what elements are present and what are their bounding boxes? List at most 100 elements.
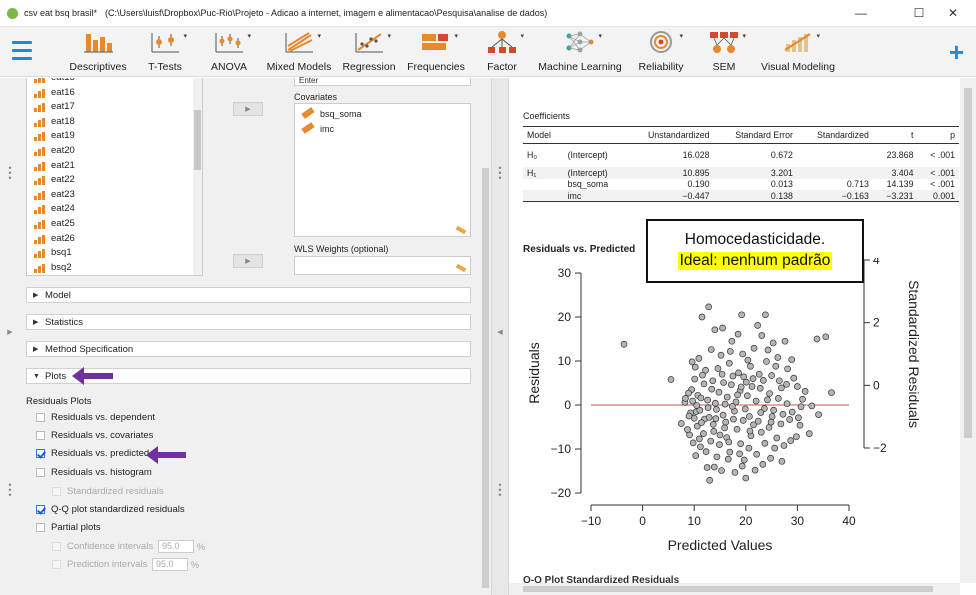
grip-handle-icon[interactable]: • • •	[8, 480, 12, 500]
prediction-intervals-checkbox[interactable]: Prediction intervals	[52, 559, 147, 570]
data-point	[711, 326, 719, 334]
data-point	[736, 450, 743, 458]
confidence-level-input[interactable]: 95.0	[158, 540, 194, 553]
checkbox-box[interactable]	[36, 468, 45, 477]
assign-covariates-button[interactable]: ▶	[233, 102, 263, 116]
variable-item[interactable]: eat20	[27, 144, 202, 159]
checkbox-box[interactable]	[36, 413, 45, 422]
variable-item[interactable]: eat17	[27, 100, 202, 115]
ribbon-label: Regression	[342, 61, 396, 73]
checkbox-checked[interactable]	[36, 505, 45, 514]
checkbox-label: Residuals vs. covariates	[51, 430, 154, 441]
close-button[interactable]: ✕	[947, 6, 959, 20]
y-tick-label: −20	[551, 486, 572, 500]
residuals-vs-predicted-checkbox[interactable]: Residuals vs. predicted	[36, 448, 149, 459]
residuals-vs-covariates-checkbox[interactable]: Residuals vs. covariates	[36, 430, 153, 441]
variable-item[interactable]: eat21	[27, 159, 202, 174]
checkbox-box[interactable]	[52, 560, 61, 569]
data-point	[716, 431, 724, 439]
ribbon-descriptives[interactable]: Descriptives	[68, 30, 128, 74]
cell-standard-error: 0.013	[770, 179, 793, 190]
minimize-button[interactable]: —	[855, 6, 867, 20]
standardized-residuals-checkbox[interactable]: Standardized residuals	[52, 486, 164, 497]
variables-scrollbar[interactable]	[193, 78, 202, 275]
ribbon-reliability[interactable]: ▾ Reliability	[634, 30, 688, 74]
variable-item[interactable]: eat19	[27, 129, 202, 144]
section-statistics[interactable]: ▶ Statistics	[26, 314, 471, 330]
data-point	[764, 396, 771, 404]
ribbon-t-tests[interactable]: ▾ T-Tests	[140, 30, 190, 74]
checkbox-box[interactable]	[52, 542, 61, 551]
data-point	[801, 388, 809, 395]
data-point	[755, 370, 763, 378]
variable-item[interactable]: eat25	[27, 217, 202, 232]
ribbon-visual-modeling[interactable]: ▾ Visual Modeling	[760, 30, 836, 74]
options-scrollbar[interactable]	[480, 78, 491, 595]
add-module-plus-icon[interactable]: +	[948, 37, 964, 67]
frequencies-icon: ▾	[420, 30, 458, 54]
expand-icon: ▶	[33, 319, 39, 326]
ribbon-machine-learning[interactable]: ▾ Machine Learning	[538, 30, 622, 74]
grip-handle-icon[interactable]: • • •	[498, 480, 502, 500]
data-point	[794, 383, 801, 390]
prediction-level-input[interactable]: 95.0	[152, 558, 188, 571]
variable-item[interactable]: eat23	[27, 188, 202, 203]
dropdown-icon: ▾	[454, 33, 458, 40]
covariate-item[interactable]: bsq_soma	[301, 107, 362, 119]
data-point	[667, 376, 675, 383]
collapse-right-icon[interactable]: ◀	[497, 329, 503, 336]
maximize-button[interactable]: ☐	[913, 6, 925, 20]
grip-handle-icon[interactable]: • • •	[8, 163, 12, 183]
variable-item[interactable]: bsq2	[27, 261, 202, 275]
covariates-box[interactable]: bsq_soma imc	[294, 103, 471, 237]
ribbon-anova[interactable]: ▾ ANOVA	[206, 30, 252, 74]
variable-item[interactable]: eat18	[27, 115, 202, 130]
data-point	[774, 395, 782, 402]
partial-plots-checkbox[interactable]: Partial plots	[36, 522, 101, 533]
checkbox-box[interactable]	[36, 431, 45, 440]
data-point	[699, 371, 706, 379]
section-plots[interactable]: ▼ Plots	[26, 368, 471, 384]
wls-weights-box[interactable]	[294, 256, 471, 275]
covariate-item[interactable]: imc	[301, 122, 334, 134]
assign-wls-button[interactable]: ▶	[233, 254, 263, 268]
qq-plot-checkbox[interactable]: Q-Q plot standardized residuals	[36, 504, 185, 515]
ribbon-sem[interactable]: ▾ SEM	[704, 30, 746, 74]
results-horizontal-scrollbar[interactable]	[509, 583, 960, 595]
variable-item[interactable]: eat24	[27, 202, 202, 217]
dropdown-icon: ▾	[679, 33, 683, 40]
variable-item[interactable]: bsq1	[27, 246, 202, 261]
nominal-variable-icon	[34, 161, 45, 171]
variables-list[interactable]: eat15 eat16 eat17 eat18 eat19 eat20 eat21 eat22…	[26, 78, 203, 276]
method-enter-select[interactable]: Enter	[294, 77, 471, 86]
data-point	[773, 434, 781, 442]
variable-item[interactable]: eat22	[27, 173, 202, 188]
variable-item[interactable]: eat15	[27, 78, 202, 86]
data-point	[768, 372, 775, 379]
data-point	[756, 384, 764, 392]
panel-divider[interactable]	[491, 78, 509, 595]
section-model[interactable]: ▶ Model	[26, 287, 471, 303]
residuals-vs-histogram-checkbox[interactable]: Residuals vs. histogram	[36, 467, 152, 478]
grip-handle-icon[interactable]: • • •	[498, 163, 502, 183]
ribbon-mixed-models[interactable]: ▾ Mixed Models	[266, 30, 332, 74]
data-point	[734, 391, 741, 399]
dropdown-icon: ▾	[598, 33, 602, 40]
checkbox-checked[interactable]	[36, 449, 45, 458]
section-method-specification[interactable]: ▶ Method Specification	[26, 341, 471, 357]
variable-label: eat16	[51, 86, 75, 98]
menu-hamburger-icon[interactable]	[12, 41, 32, 61]
variable-item[interactable]: eat26	[27, 232, 202, 247]
variable-item[interactable]: eat16	[27, 86, 202, 101]
collapse-left-icon[interactable]: ▶	[7, 329, 13, 336]
ribbon-regression[interactable]: ▾ Regression	[342, 30, 396, 74]
checkbox-box[interactable]	[52, 487, 61, 496]
ribbon-frequencies[interactable]: ▾ Frequencies	[404, 30, 468, 74]
checkbox-box[interactable]	[36, 523, 45, 532]
residuals-vs-dependent-checkbox[interactable]: Residuals vs. dependent	[36, 412, 155, 423]
ribbon-factor[interactable]: ▾ Factor	[482, 30, 524, 74]
confidence-intervals-checkbox[interactable]: Confidence intervals	[52, 541, 153, 552]
results-scrollbar[interactable]	[960, 78, 976, 583]
data-point	[788, 408, 796, 416]
nominal-variable-icon	[34, 88, 45, 98]
